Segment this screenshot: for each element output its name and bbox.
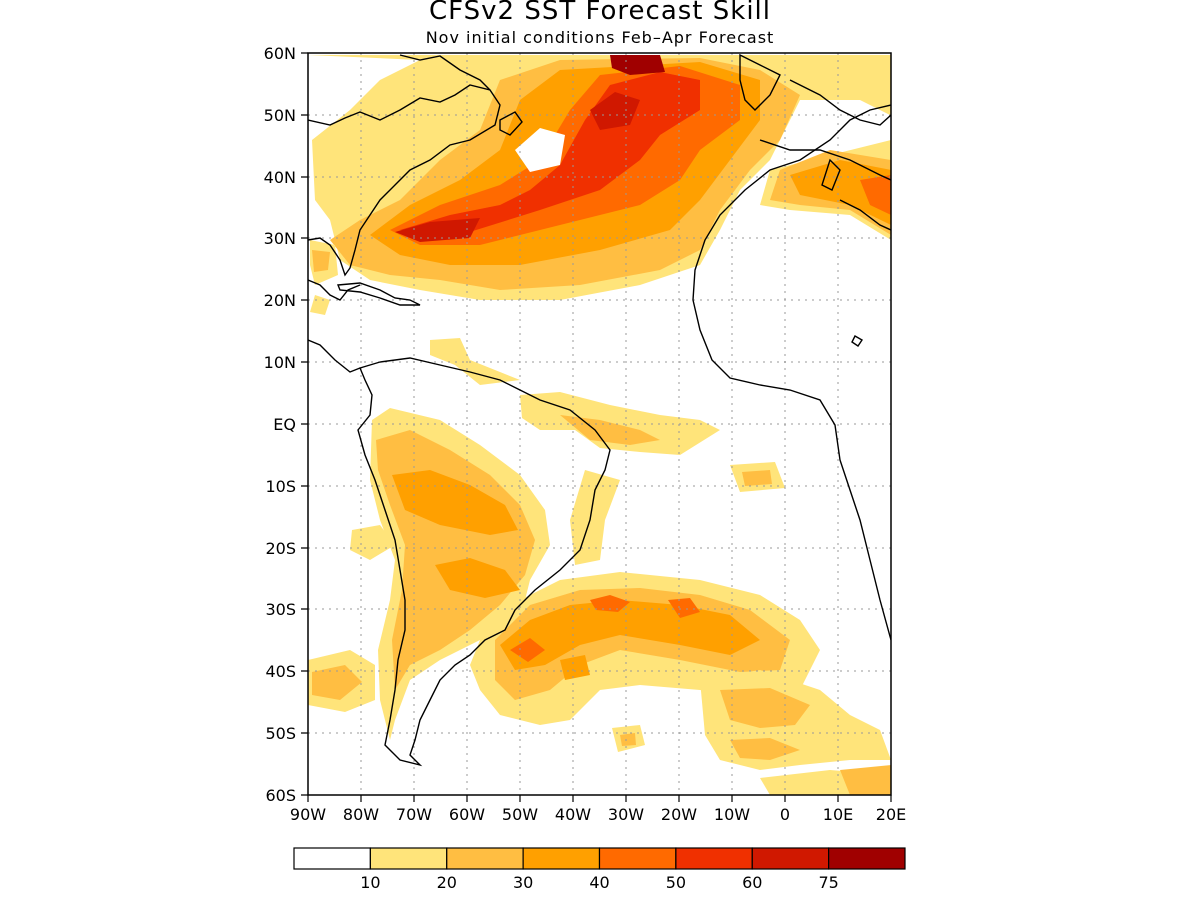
lon-tick-label: 30W <box>608 805 644 824</box>
lat-tick-label: 60S <box>265 786 296 805</box>
lat-tick-label: 30N <box>264 229 296 248</box>
coastlines <box>308 53 891 767</box>
lat-tick-label: 30S <box>265 600 296 619</box>
lon-tick-label: 10E <box>823 805 853 824</box>
colorbar-label: 10 <box>360 873 380 892</box>
lat-tick-label: 20S <box>265 539 296 558</box>
colorbar-label: 40 <box>589 873 609 892</box>
lon-tick-label: 20W <box>661 805 697 824</box>
map-title: CFSv2 SST Forecast Skill <box>428 0 772 26</box>
colorbar-swatch <box>446 847 524 870</box>
colorbar-swatch <box>828 847 906 870</box>
axis-ticks <box>301 52 892 802</box>
colorbar-swatch <box>751 847 830 870</box>
lon-tick-label: 40W <box>555 805 591 824</box>
lat-tick-label: 60N <box>264 44 296 63</box>
lon-tick-label: 60W <box>449 805 485 824</box>
colorbar-label: 75 <box>818 873 838 892</box>
colorbar-label: 50 <box>666 873 686 892</box>
colorbar-label: 30 <box>513 873 533 892</box>
lon-tick-label: 90W <box>290 805 326 824</box>
colorbar: 10 20 30 40 50 60 75 <box>293 847 906 892</box>
colorbar-label: 20 <box>437 873 457 892</box>
lat-tick-label: 40N <box>264 168 296 187</box>
lat-tick-label: 10S <box>265 477 296 496</box>
lat-tick-label: 10N <box>264 353 296 372</box>
lat-axis: 60N 50N 40N 30N 20N 10N EQ 10S 20S 30S 4… <box>264 44 296 805</box>
lat-tick-label: EQ <box>273 415 296 434</box>
lat-tick-label: 50S <box>265 724 296 743</box>
lat-tick-label: 20N <box>264 291 296 310</box>
lon-tick-label: 0 <box>780 805 790 824</box>
lon-tick-label: 10W <box>714 805 750 824</box>
lon-tick-label: 80W <box>343 805 379 824</box>
lon-tick-label: 50W <box>502 805 538 824</box>
colorbar-label: 60 <box>742 873 762 892</box>
map-subtitle: Nov initial conditions Feb–Apr Forecast <box>425 28 775 47</box>
colorbar-swatch <box>522 847 601 870</box>
colorbar-swatch <box>369 847 448 870</box>
colorbar-swatch <box>675 847 753 870</box>
lon-axis: 90W 80W 70W 60W 50W 40W 30W 20W 10W 0 10… <box>290 805 906 824</box>
graticule <box>308 53 891 795</box>
colorbar-swatch <box>293 847 371 870</box>
lon-tick-label: 70W <box>396 805 432 824</box>
lon-tick-label: 20E <box>876 805 906 824</box>
lat-tick-label: 40S <box>265 662 296 681</box>
colorbar-swatch <box>598 847 677 870</box>
lat-tick-label: 50N <box>264 106 296 125</box>
